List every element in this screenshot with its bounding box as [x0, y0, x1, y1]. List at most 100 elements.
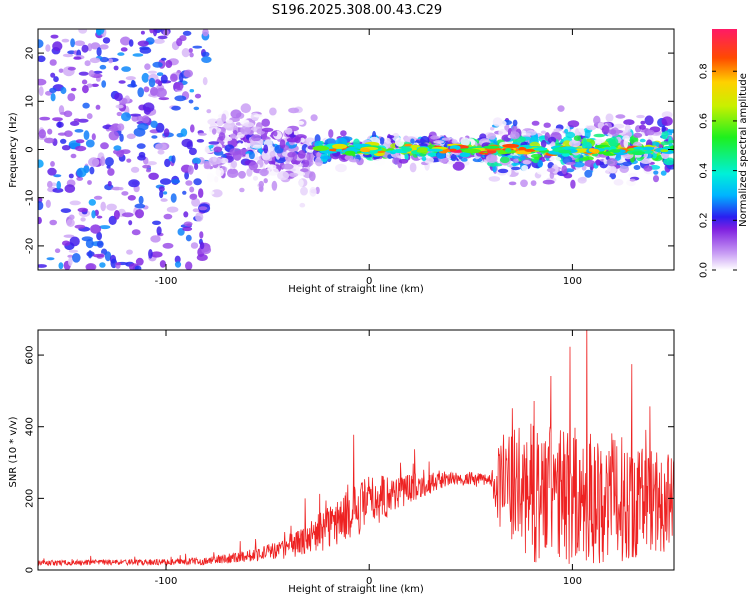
spectrogram-cell — [427, 148, 443, 152]
spectrogram-cell — [67, 66, 76, 71]
spectrogram-cell — [222, 124, 232, 128]
spectrogram-cell — [38, 55, 46, 63]
spectrogram-cell — [99, 44, 109, 50]
spectrogram-cell — [155, 87, 167, 98]
spectrogram-cell — [451, 139, 458, 144]
spectrogram-cell — [62, 240, 71, 246]
spectrogram-cell — [185, 234, 192, 242]
spectrogram-cell — [125, 76, 136, 81]
spectrogram-cell — [38, 86, 44, 97]
spectrogram-marks — [38, 29, 674, 270]
spectrogram-cell — [47, 180, 53, 189]
spectrogram-cell — [619, 165, 629, 173]
spectrogram-cell — [340, 130, 347, 137]
spectrogram-cell — [624, 124, 631, 134]
spectrogram-cell — [505, 166, 512, 177]
spectrogram-cell — [62, 53, 74, 58]
spectrogram-cell — [608, 137, 619, 147]
spectrogram-cell — [39, 116, 51, 121]
spectrogram-cell — [646, 129, 655, 136]
spectrogram-cell — [344, 150, 356, 156]
spectrogram-cell — [574, 128, 580, 138]
spectrogram-cell — [63, 110, 73, 118]
spectrogram-cell — [78, 71, 89, 76]
spectrogram-cell — [128, 179, 140, 188]
spectrogram-cell — [89, 57, 101, 64]
spectrogram-cell — [107, 180, 112, 187]
spectrogram-cell — [182, 226, 193, 232]
spectrogram-cell — [643, 165, 653, 172]
spectrogram-cell — [615, 114, 626, 119]
spectrogram-cell — [206, 172, 215, 183]
spectrogram-cell — [661, 111, 673, 119]
spectrogram-cell — [658, 144, 663, 149]
spectrogram-cell — [86, 83, 93, 88]
spectrogram-cell — [188, 147, 197, 156]
spectrogram-cell — [533, 147, 548, 151]
spectrogram-cell — [427, 152, 438, 157]
spectrogram-cell — [661, 125, 666, 132]
spectrogram-cell — [265, 115, 276, 119]
spectrogram-cell — [199, 231, 204, 239]
spectrogram-cell — [118, 187, 124, 191]
spectrogram-cell — [498, 129, 508, 137]
spectrogram-cell — [433, 140, 445, 144]
colorbar-label: Normalized spectral amplitude — [738, 73, 749, 227]
spectrogram-cell — [151, 135, 158, 139]
spectrogram-cell — [100, 201, 106, 212]
spectrogram-cell — [96, 240, 104, 248]
spectrogram-cell — [50, 161, 55, 167]
spectrogram-cell — [604, 176, 613, 186]
spectrogram-cell — [163, 191, 168, 195]
spectrogram-cell — [640, 159, 652, 164]
spectrogram-cell — [310, 114, 318, 122]
spectrogram-cell — [261, 127, 274, 132]
spectrogram-cell — [74, 145, 87, 152]
spectrogram-cell — [227, 168, 239, 178]
spectrogram-cell — [85, 139, 95, 148]
spectrogram-cell — [158, 186, 165, 192]
spectrogram-cell — [47, 128, 53, 135]
spectrogram-cell — [126, 133, 136, 140]
spectrogram-cell — [623, 138, 629, 148]
spectrogram-cell — [595, 159, 601, 166]
spectrogram-cell — [460, 158, 468, 162]
spectrogram-cell — [263, 144, 269, 154]
spectrogram-cell — [148, 172, 159, 180]
spectrogram-cell — [530, 153, 542, 159]
spectrogram-cell — [115, 104, 124, 109]
spectrogram-cell — [192, 157, 202, 165]
spectrogram-cell — [74, 40, 85, 46]
spectrogram-cell — [212, 156, 217, 162]
spectrogram-cell — [335, 148, 343, 152]
spectrogram-cell — [58, 68, 64, 73]
spectrogram-cell — [299, 179, 304, 188]
spectrogram-cell — [45, 199, 51, 208]
spectrogram-cell — [186, 223, 192, 227]
spectrogram-cell — [633, 146, 643, 150]
spectrogram-cell — [64, 130, 73, 137]
spectrogram-cell — [512, 119, 518, 127]
spectrogram-cell — [332, 143, 347, 149]
spectrogram-cell — [239, 187, 245, 193]
spectrogram-cell — [189, 186, 195, 193]
spectrogram-cell — [160, 74, 168, 84]
spectrogram-cell — [61, 145, 71, 151]
spectrogram-cell — [237, 142, 242, 148]
spectrogram-cell — [189, 193, 198, 200]
spectrogram-cell — [38, 39, 44, 48]
spectrogram-cell — [70, 153, 77, 159]
spectrogram-cell — [584, 159, 596, 168]
spectrogram-cell — [73, 118, 81, 122]
spectrogram-cell — [328, 129, 334, 139]
spectrogram-cell — [134, 203, 146, 209]
spectrogram-cell — [511, 162, 520, 166]
spectrogram-cell — [450, 153, 457, 162]
spectrogram-cell — [206, 109, 212, 114]
spectrogram-cell — [513, 158, 519, 163]
spectrogram-cell — [117, 123, 125, 131]
spectrogram-cell — [309, 186, 317, 197]
spectrogram-cell — [128, 220, 133, 226]
